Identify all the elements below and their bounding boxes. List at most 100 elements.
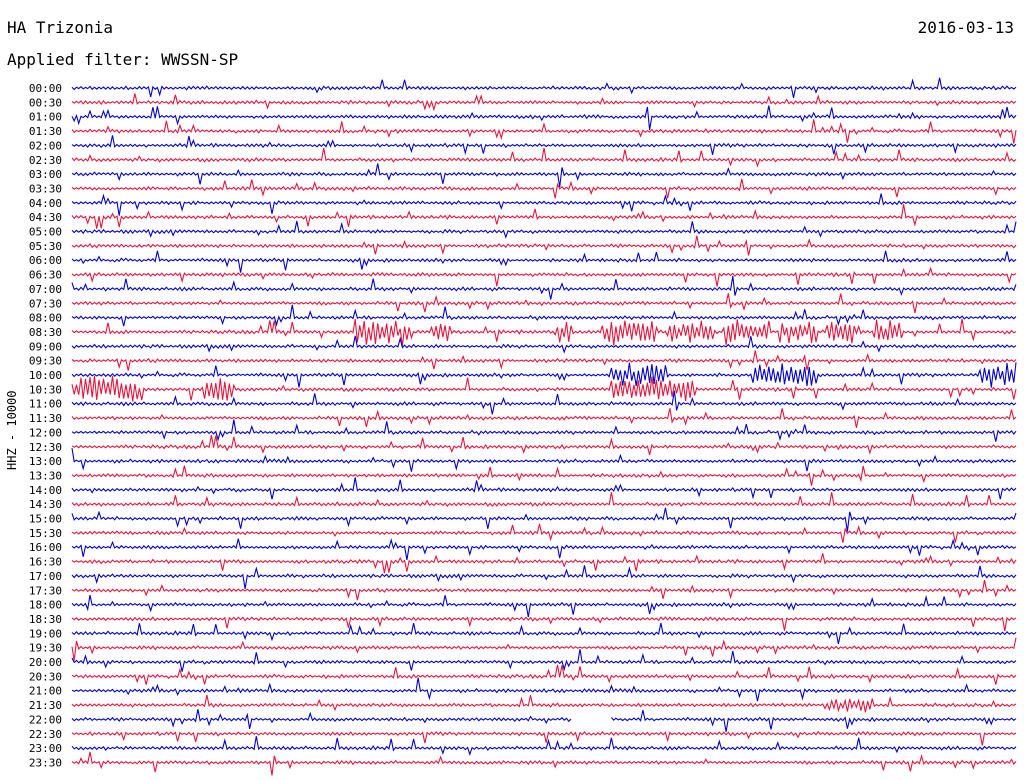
row-time-label: 18:30 (29, 613, 62, 626)
trace-line (71, 694, 1017, 713)
trace-line (71, 335, 1017, 354)
row-time-label: 12:00 (29, 426, 62, 439)
row-time-label: 23:30 (29, 756, 62, 769)
trace-line (71, 147, 1017, 168)
row-time-label: 05:00 (29, 226, 62, 239)
trace-line (71, 204, 1017, 229)
row-time-label: 20:30 (29, 670, 62, 683)
trace-line (71, 448, 1017, 472)
trace-line (71, 275, 1017, 300)
row-time-label: 13:00 (29, 455, 62, 468)
trace-line (71, 730, 1017, 746)
trace-line (71, 492, 1017, 508)
row-time-label: 10:00 (29, 369, 62, 382)
trace-line (71, 105, 1017, 130)
row-time-label: 02:00 (29, 139, 62, 152)
trace-line (71, 220, 1017, 239)
filter-label: Applied filter: WWSSN-SP (7, 50, 239, 69)
row-time-label: 21:00 (29, 685, 62, 698)
row-time-label: 07:30 (29, 297, 62, 310)
station-title: HA Trizonia (7, 18, 113, 37)
trace-line (71, 664, 1017, 685)
trace-line (71, 594, 1017, 618)
row-time-label: 00:30 (29, 96, 62, 109)
row-time-label: 08:00 (29, 312, 62, 325)
trace-line (71, 375, 1017, 402)
trace-line (71, 709, 1017, 732)
trace-line (71, 736, 1017, 757)
row-time-label: 01:30 (29, 125, 62, 138)
trace-line (71, 677, 1017, 702)
row-time-label: 05:30 (29, 240, 62, 253)
row-time-label: 22:30 (29, 728, 62, 741)
trace-line (71, 250, 1017, 273)
trace-line (71, 304, 1017, 327)
row-time-label: 03:00 (29, 168, 62, 181)
trace-line (71, 649, 1017, 672)
row-time-label: 09:00 (29, 340, 62, 353)
trace-line (71, 390, 1017, 415)
row-time-label: 17:00 (29, 570, 62, 583)
trace-line (71, 622, 1017, 645)
trace-line (71, 408, 1017, 428)
row-time-label: 14:30 (29, 498, 62, 511)
trace-line (71, 637, 1017, 661)
trace-line (71, 419, 1017, 442)
row-time-label: 14:00 (29, 484, 62, 497)
row-time-label: 22:00 (29, 713, 62, 726)
trace-line (71, 163, 1017, 188)
trace-line (71, 77, 1017, 99)
trace-line (71, 507, 1017, 532)
date-label: 2016-03-13 (917, 18, 1014, 37)
row-time-label: 17:30 (29, 584, 62, 597)
trace-line (71, 350, 1017, 371)
row-time-label: 07:00 (29, 283, 62, 296)
row-time-label: 18:00 (29, 599, 62, 612)
trace-line (71, 751, 1017, 776)
trace-line (71, 318, 1017, 346)
row-time-label: 01:00 (29, 111, 62, 124)
trace-line (71, 553, 1017, 574)
trace-line (71, 465, 1017, 486)
trace-line (71, 135, 1017, 156)
trace-line (71, 293, 1017, 314)
row-time-label: 19:30 (29, 642, 62, 655)
row-time-label: 04:30 (29, 211, 62, 224)
row-time-label: 06:00 (29, 254, 62, 267)
row-time-label: 20:00 (29, 656, 62, 669)
trace-line (71, 235, 1017, 256)
trace-line (71, 537, 1017, 561)
trace-line (71, 93, 1017, 112)
row-time-label: 16:00 (29, 541, 62, 554)
trace-line (71, 193, 1017, 216)
row-time-label: 11:00 (29, 398, 62, 411)
trace-line (71, 362, 1017, 388)
row-time-label: 15:00 (29, 513, 62, 526)
trace-line (71, 435, 1017, 456)
row-time-label: 15:30 (29, 527, 62, 540)
row-time-label: 11:30 (29, 412, 62, 425)
trace-line (71, 477, 1017, 500)
row-time-label: 23:00 (29, 742, 62, 755)
row-time-label: 02:30 (29, 154, 62, 167)
row-time-label: 21:30 (29, 699, 62, 712)
row-time-label: 13:30 (29, 469, 62, 482)
row-time-label: 06:30 (29, 269, 62, 282)
row-time-label: 09:30 (29, 355, 62, 368)
trace-line (71, 616, 1017, 631)
trace-line (71, 565, 1017, 589)
trace-line (71, 523, 1017, 543)
trace-line (71, 266, 1017, 287)
trace-line (71, 178, 1017, 199)
trace-line (71, 119, 1017, 144)
row-time-label: 12:30 (29, 441, 62, 454)
row-time-label: 04:00 (29, 197, 62, 210)
row-time-label: 00:00 (29, 82, 62, 95)
row-time-label: 08:30 (29, 326, 62, 339)
trace-line (71, 579, 1017, 601)
row-time-label: 16:30 (29, 556, 62, 569)
row-time-label: 10:30 (29, 383, 62, 396)
row-time-label: 19:00 (29, 627, 62, 640)
